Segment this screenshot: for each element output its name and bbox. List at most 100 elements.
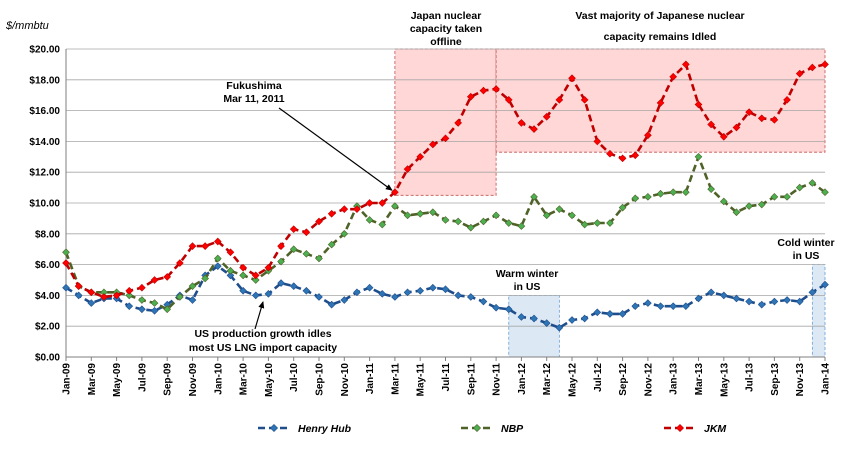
data-point — [125, 291, 134, 300]
data-point — [365, 283, 374, 292]
data-point — [277, 242, 285, 250]
data-point — [87, 299, 96, 307]
legend-item-jkm: JKM — [664, 423, 726, 435]
data-point — [593, 137, 602, 146]
data-point — [226, 266, 235, 275]
data-point — [707, 185, 715, 193]
data-point — [618, 203, 627, 212]
data-point — [580, 314, 589, 323]
data-point — [403, 165, 412, 173]
data-point — [770, 116, 779, 124]
data-point — [315, 254, 323, 263]
data-point — [74, 282, 83, 290]
data-point — [542, 319, 551, 327]
data-point — [644, 131, 652, 140]
data-point — [745, 108, 753, 116]
x-tick-label: Mar-11 — [390, 363, 401, 395]
data-point — [327, 240, 336, 249]
x-tick-label: Jan-10 — [213, 363, 224, 395]
data-point — [365, 216, 374, 224]
data-point — [188, 242, 197, 250]
data-point — [719, 132, 728, 141]
annotation-cold-winter: in US — [793, 250, 820, 262]
data-point — [517, 222, 526, 230]
data-point — [580, 220, 589, 229]
data-point — [606, 219, 614, 227]
x-tick-label: Jul-09 — [137, 363, 148, 392]
data-point — [391, 188, 399, 197]
x-tick-label: Mar-12 — [542, 363, 553, 396]
data-point — [618, 310, 627, 318]
x-tick-label: Nov-09 — [188, 363, 199, 397]
y-axis-label: $/mmbtu — [5, 20, 49, 32]
data-point — [378, 220, 387, 229]
data-point — [757, 114, 766, 123]
data-point — [416, 152, 425, 161]
data-point — [353, 288, 361, 297]
data-point — [150, 299, 159, 307]
data-point — [416, 209, 425, 218]
x-tick-label: Nov-11 — [492, 363, 503, 396]
data-point — [264, 290, 273, 298]
data-point — [163, 273, 172, 281]
data-point — [251, 291, 260, 300]
data-point — [808, 288, 817, 297]
data-point — [593, 219, 602, 227]
data-point — [441, 216, 450, 224]
data-point — [315, 217, 323, 226]
annotation-cold-winter: Cold winter — [777, 237, 834, 249]
data-point — [289, 282, 298, 290]
legend-label: NBP — [501, 423, 524, 435]
x-tick-label: Jan-13 — [669, 363, 680, 395]
y-tick-label: $8.00 — [35, 229, 60, 240]
arrow-fukushima — [278, 107, 393, 191]
x-tick-label: Jan-14 — [821, 363, 832, 395]
x-tick-label: Jul-13 — [745, 363, 756, 392]
data-point — [682, 60, 690, 69]
data-point — [213, 254, 222, 263]
annotation-japan-offline: capacity taken — [410, 23, 482, 35]
annotation-japan-offline: offline — [430, 36, 462, 48]
data-point — [138, 305, 146, 314]
data-point — [327, 209, 336, 218]
data-point — [62, 259, 70, 267]
annotation-fukushima: Mar 11, 2011 — [223, 93, 284, 105]
data-point — [530, 125, 538, 133]
data-point — [707, 120, 715, 129]
data-point — [403, 211, 412, 220]
data-point — [492, 85, 500, 93]
data-point — [429, 140, 437, 149]
data-point — [340, 229, 349, 238]
data-point — [795, 297, 804, 306]
data-point — [391, 293, 399, 301]
data-point — [466, 293, 475, 301]
data-point — [226, 271, 235, 280]
data-point — [62, 283, 70, 292]
data-point — [315, 293, 323, 301]
x-tick-label: May-11 — [416, 363, 427, 397]
data-point — [277, 279, 285, 287]
arrow-us-production — [254, 301, 265, 330]
data-point — [694, 294, 703, 303]
data-point — [669, 302, 678, 311]
data-point — [530, 314, 538, 323]
data-point — [125, 302, 134, 311]
data-point — [340, 296, 349, 304]
data-point — [542, 211, 551, 220]
legend: Henry Hub NBP JKM — [258, 423, 726, 435]
data-point — [239, 263, 247, 272]
data-point — [580, 95, 589, 104]
gridlines — [66, 48, 825, 327]
data-point — [694, 100, 703, 109]
data-point — [707, 288, 715, 297]
data-point — [466, 223, 475, 232]
data-point — [454, 217, 462, 226]
data-point — [479, 297, 488, 306]
data-point — [542, 112, 551, 121]
data-point — [479, 86, 488, 95]
series-jkm — [62, 60, 829, 301]
data-point — [163, 305, 172, 314]
data-point — [302, 228, 311, 237]
